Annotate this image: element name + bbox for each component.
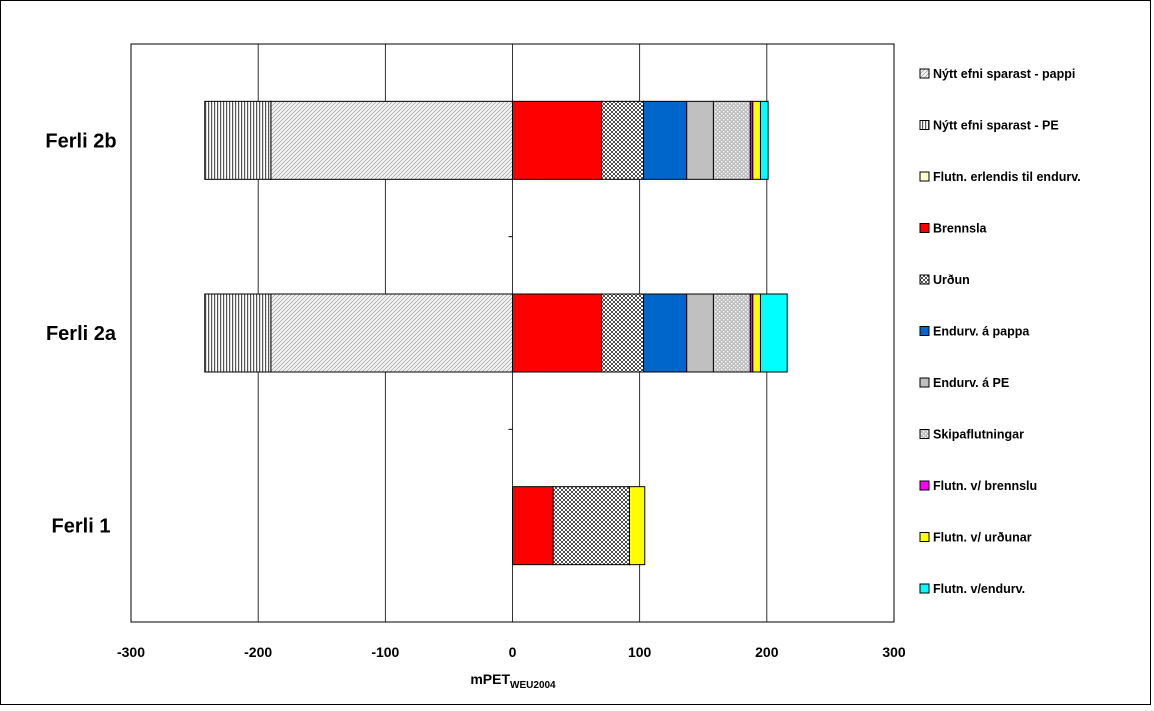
bar-segment-ferli-2a-ny-tt-efni-sparast-pappi: [270, 293, 513, 373]
legend-swatch: [919, 480, 930, 491]
bar-segment-ferli-2a-brennsla: [512, 293, 603, 373]
bar-segment-ferli-2a-skipaflutningar: [712, 293, 751, 373]
category-label-ferli-1: Ferli 1: [52, 516, 111, 538]
bar-segment-ferli-2b-flutn-v-ur-unar: [752, 100, 761, 180]
x-tick-label: -200: [244, 644, 272, 660]
bar-segment-ferli-2b-flutn-v-endurv: [759, 100, 769, 180]
bar-segment-ferli-2b-skipaflutningar: [712, 100, 751, 180]
bar-segment-ferli-1-flutn-v-ur-unar: [628, 486, 646, 566]
legend-swatch: [919, 223, 930, 233]
legend-item-ur-un: Urðun: [919, 273, 970, 287]
bar-segment-ferli-1-brennsla: [512, 486, 554, 566]
bar-segment-ferli-1-ur-un: [552, 486, 630, 566]
legend-swatch: [919, 532, 930, 542]
legend-label: Endurv. á pappa: [933, 325, 1030, 339]
legend-label: Skipaflutningar: [933, 428, 1024, 442]
category-labels: Ferli 2b Ferli 2a Ferli 1: [45, 130, 116, 537]
x-axis-title-subscript: WEU2004: [510, 680, 556, 691]
bar-segment-ferli-2a-flutn-v-ur-unar: [752, 293, 761, 373]
legend-label: Urðun: [933, 273, 970, 287]
legend-label: Flutn. v/endurv.: [933, 582, 1025, 596]
category-label-ferli-2b: Ferli 2b: [45, 130, 116, 152]
legend-item-endurv-a-pe: Endurv. á PE: [919, 376, 1009, 390]
bar-segment-ferli-2b-endurv-a-pe: [686, 100, 714, 180]
bar-segment-ferli-2a-ny-tt-efni-sparast-pe: [204, 293, 272, 373]
legend-item-flutn-v-brennslu: Flutn. v/ brennslu: [919, 479, 1037, 493]
legend-label: Nýtt efni sparast - PE: [933, 119, 1059, 133]
bar-segment-ferli-2b-ny-tt-efni-sparast-pappi: [270, 100, 513, 180]
x-tick-label: -100: [371, 644, 399, 660]
legend-item-ny-tt-efni-sparast-pe: Nýtt efni sparast - PE: [919, 119, 1059, 133]
x-tick-labels: -300 -200 -100 0 100 200 300: [117, 644, 906, 660]
legend-label: Flutn. erlendis til endurv.: [933, 170, 1081, 184]
legend-label: Brennsla: [933, 222, 988, 236]
bar-segment-ferli-2b-endurv-a-pappa: [642, 100, 688, 180]
y-tick-marks: [508, 236, 513, 430]
legend-swatch: [919, 171, 930, 182]
bars-group: [204, 100, 788, 566]
legend-swatch: [919, 377, 930, 388]
legend-item-brennsla: Brennsla: [919, 222, 988, 236]
legend-item-endurv-a-pappa: Endurv. á pappa: [919, 325, 1030, 339]
bar-segment-ferli-2a-endurv-a-pe: [686, 293, 714, 373]
legend-swatch: [919, 429, 930, 439]
legend-label: Nýtt efni sparast - pappi: [933, 67, 1075, 81]
legend-swatch: [919, 583, 930, 594]
legend-label: Endurv. á PE: [933, 376, 1009, 390]
legend-item-flutn-v-ur-unar: Flutn. v/ urðunar: [919, 531, 1032, 545]
x-tick-label: 200: [755, 644, 779, 660]
bar-segment-ferli-2a-ur-un: [601, 293, 644, 373]
bar-segment-ferli-2a-endurv-a-pappa: [642, 293, 688, 373]
bar-segment-ferli-2b-brennsla: [512, 100, 603, 180]
legend-item-ny-tt-efni-sparast-pappi: Nýtt efni sparast - pappi: [919, 67, 1075, 81]
legend-label: Flutn. v/ urðunar: [933, 531, 1032, 545]
legend-item-skipaflutningar: Skipaflutningar: [919, 428, 1024, 442]
legend-item-flutn-erlendis-til-endurv: Flutn. erlendis til endurv.: [919, 170, 1081, 184]
legend-swatch: [919, 326, 930, 336]
x-tick-label: 300: [882, 644, 906, 660]
legend-swatch: [919, 120, 930, 130]
category-label-ferli-2a: Ferli 2a: [46, 323, 117, 345]
bar-segment-ferli-2b-ur-un: [601, 100, 644, 180]
bar-segment-ferli-2b-ny-tt-efni-sparast-pe: [204, 100, 272, 180]
legend-swatch: [919, 68, 930, 79]
x-axis-title: mPETWEU2004: [470, 671, 556, 691]
x-tick-label: 0: [509, 644, 517, 660]
legend-item-flutn-v-endurv: Flutn. v/endurv.: [919, 582, 1025, 596]
bar-segment-ferli-2a-flutn-v-endurv: [759, 293, 788, 373]
x-tick-label: -300: [117, 644, 145, 660]
x-tick-label: 100: [628, 644, 652, 660]
legend-swatch: [919, 274, 930, 285]
legend-label: Flutn. v/ brennslu: [933, 479, 1037, 493]
x-axis-title-main: mPET: [470, 671, 510, 687]
legend: Nýtt efni sparast - pappi Nýtt efni spara…: [919, 67, 1081, 596]
